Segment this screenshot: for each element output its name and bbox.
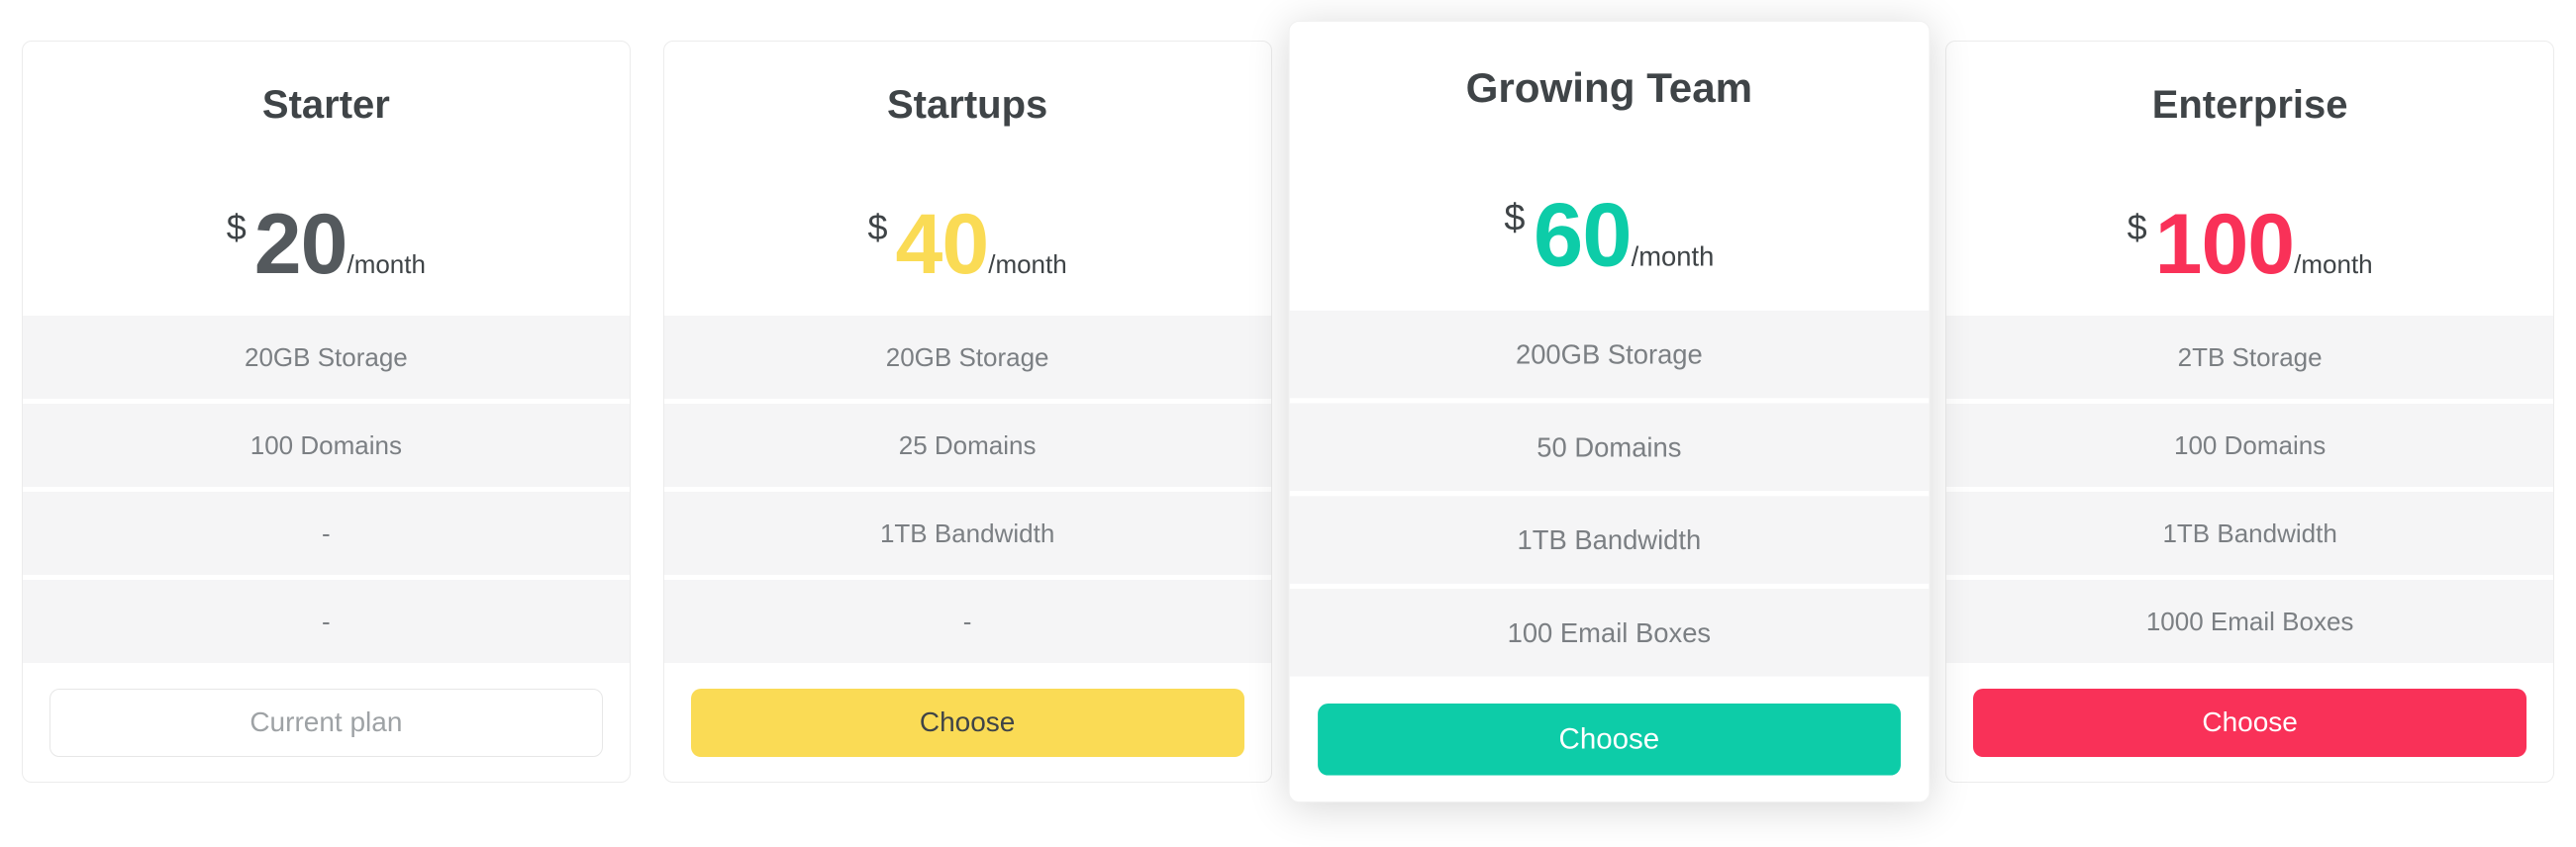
- choose-button[interactable]: Choose: [1973, 688, 2526, 757]
- feature-row: -: [663, 580, 1271, 663]
- plan-header: Growing Team $ 60 /month: [1289, 22, 1929, 311]
- price-currency: $: [2127, 207, 2147, 247]
- feature-row: 20GB Storage: [23, 316, 630, 399]
- feature-list: 200GB Storage 50 Domains 1TB Bandwidth 1…: [1289, 310, 1929, 677]
- feature-list: 20GB Storage 100 Domains - -: [23, 316, 630, 663]
- plan-header: Starter $ 20 /month: [23, 42, 630, 316]
- price-amount: 100: [2154, 197, 2295, 292]
- feature-list: 20GB Storage 25 Domains 1TB Bandwidth -: [663, 316, 1271, 663]
- feature-row: 1TB Bandwidth: [1946, 492, 2553, 575]
- price-currency: $: [226, 207, 247, 247]
- price-amount: 20: [253, 197, 348, 292]
- feature-row: 1000 Email Boxes: [1946, 580, 2553, 663]
- feature-row: 25 Domains: [663, 404, 1271, 487]
- feature-row: -: [23, 580, 630, 663]
- feature-row: 100 Email Boxes: [1289, 589, 1929, 677]
- plan-title: Startups: [887, 83, 1048, 127]
- plan-card-growing-team: Growing Team $ 60 /month 200GB Storage 5…: [1288, 20, 1930, 803]
- feature-row: 20GB Storage: [663, 316, 1271, 399]
- price-period: /month: [988, 249, 1067, 279]
- feature-row: 100 Domains: [23, 404, 630, 487]
- price-currency: $: [867, 207, 888, 247]
- plan-price: $ 40 /month: [664, 202, 1271, 287]
- price-amount: 40: [895, 197, 990, 292]
- current-plan-button[interactable]: Current plan: [50, 688, 603, 757]
- feature-row: 1TB Bandwidth: [1289, 496, 1929, 584]
- plan-footer: Choose: [1946, 663, 2553, 782]
- feature-row: 2TB Storage: [1946, 316, 2553, 399]
- plan-price: $ 60 /month: [1289, 191, 1929, 281]
- feature-list: 2TB Storage 100 Domains 1TB Bandwidth 10…: [1946, 316, 2553, 663]
- plan-price: $ 20 /month: [23, 202, 630, 287]
- price-amount: 60: [1533, 185, 1632, 286]
- plan-title: Growing Team: [1465, 65, 1752, 112]
- price-period: /month: [2294, 249, 2373, 279]
- plan-footer: Current plan: [23, 663, 630, 782]
- plan-footer: Choose: [664, 663, 1271, 782]
- pricing-table: Starter $ 20 /month 20GB Storage 100 Dom…: [22, 20, 2554, 803]
- plan-price: $ 100 /month: [1946, 202, 2553, 287]
- feature-row: 50 Domains: [1289, 403, 1929, 492]
- plan-card-starter: Starter $ 20 /month 20GB Storage 100 Dom…: [22, 41, 631, 783]
- plan-header: Enterprise $ 100 /month: [1946, 42, 2553, 316]
- plan-card-startups: Startups $ 40 /month 20GB Storage 25 Dom…: [662, 41, 1272, 783]
- choose-button[interactable]: Choose: [1317, 703, 1901, 776]
- choose-button[interactable]: Choose: [690, 688, 1244, 757]
- plan-card-enterprise: Enterprise $ 100 /month 2TB Storage 100 …: [1945, 41, 2554, 783]
- plan-footer: Choose: [1289, 677, 1929, 801]
- feature-row: 1TB Bandwidth: [663, 492, 1271, 575]
- plan-title: Starter: [261, 83, 390, 127]
- feature-row: 200GB Storage: [1289, 310, 1929, 399]
- feature-row: 100 Domains: [1946, 404, 2553, 487]
- feature-row: -: [23, 492, 630, 575]
- plan-title: Enterprise: [2151, 83, 2348, 127]
- price-currency: $: [1503, 195, 1525, 239]
- price-period: /month: [347, 249, 426, 279]
- plan-header: Startups $ 40 /month: [664, 42, 1271, 316]
- price-period: /month: [1631, 240, 1714, 272]
